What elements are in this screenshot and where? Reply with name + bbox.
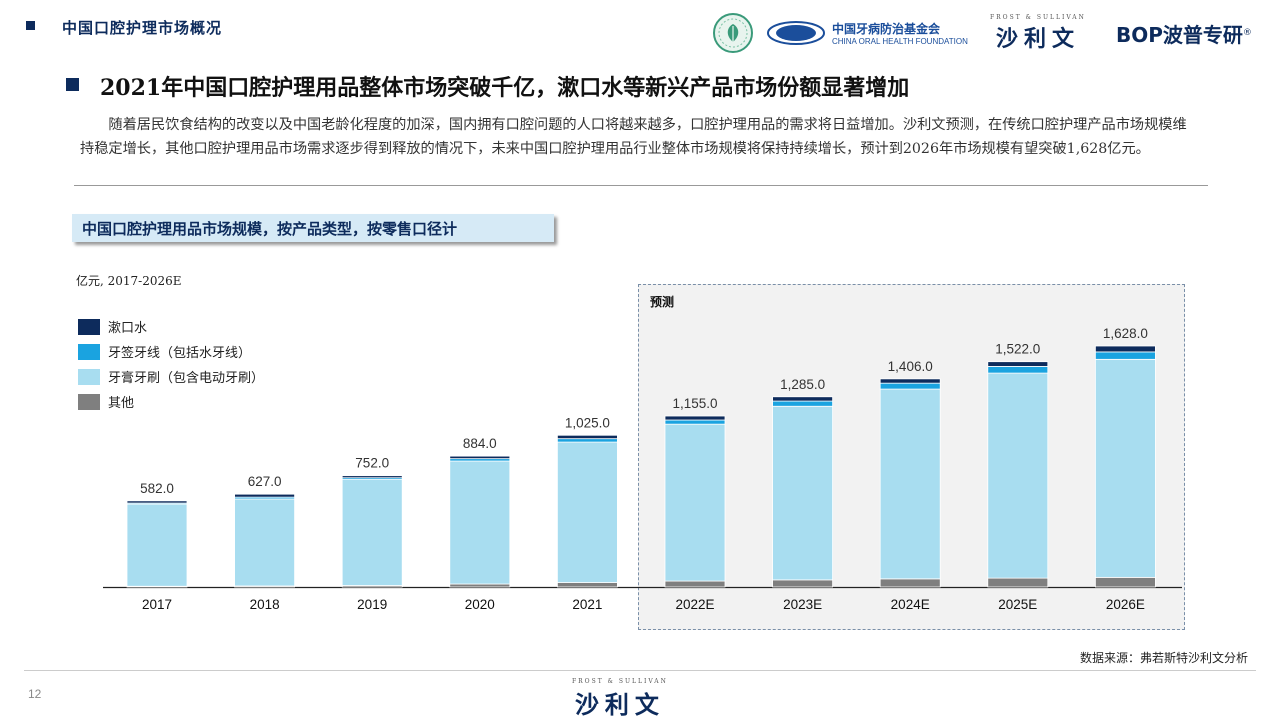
x-tick-label: 2025E [998,597,1037,612]
x-tick-label: 2019 [357,597,387,612]
chart-title: 中国口腔护理用品市场规模，按产品类型，按零售口径计 [82,220,458,238]
bop-registered-mark: ® [1242,28,1252,38]
bar-segment [1095,345,1156,353]
legend-swatch [78,318,100,335]
x-tick-label: 2026E [1106,597,1145,612]
bop-logo-text: BOP波普专研 [1116,22,1243,47]
bar-segment [664,423,726,582]
bar-segment [557,582,618,588]
x-tick-label: 2021 [572,597,602,612]
footer-fs-logo: FROST & SULLIVAN 沙利文 [572,678,668,720]
x-tick-label: 2018 [250,597,280,612]
footer-divider [24,670,1256,671]
bar-segment [664,419,726,425]
bar-segment [234,493,296,498]
bar-segment [664,580,726,588]
bar-segment [772,396,833,402]
chart-title-tag: 中国口腔护理用品市场规模，按产品类型，按零售口径计 [72,214,554,242]
legend-item: 牙膏牙刷（包含电动牙刷） [78,364,264,389]
page-number: 12 [28,687,42,701]
bar-segment [557,434,618,440]
bar-segment [1095,351,1156,360]
cohf-logo: 中国牙病防治基金会 CHINA ORAL HEALTH FOUNDATION [766,10,968,56]
forecast-label: 预测 [650,295,675,309]
frost-sullivan-logo: FROST & SULLIVAN 沙利文 [990,10,1086,56]
bar-segment [557,438,618,443]
footer-fs-logo-big: 沙利文 [574,691,665,719]
bar-segment [772,579,833,588]
legend-item: 牙签牙线（包括水牙线） [78,339,264,364]
cohf-name-cn: 中国牙病防治基金会 [832,22,941,36]
bar-segment [449,460,511,585]
bar-segment [449,455,511,460]
summary-paragraph: 随着居民饮食结构的改变以及中国老龄化程度的加深，国内拥有口腔问题的人口将越来越多… [80,117,1187,157]
divider [74,185,1208,186]
bar-total-label: 884.0 [463,436,497,451]
x-tick-label: 2024E [891,597,930,612]
bar-segment [879,382,941,390]
legend-item: 其他 [78,389,264,414]
cohf-name-en: CHINA ORAL HEALTH FOUNDATION [832,37,968,46]
bar-segment [772,405,833,581]
fs-logo-small: FROST & SULLIVAN [990,13,1086,21]
bar-segment [234,498,296,587]
legend-label: 其他 [108,396,135,411]
x-tick-label: 2017 [142,597,172,612]
bar-segment [772,400,833,407]
main-title: 2021年中国口腔护理用品整体市场突破千亿，漱口水等新兴产品市场份额显著增加 [100,75,910,101]
bar-total-label: 1,285.0 [780,377,825,392]
bar-segment [341,475,403,479]
bar-segment [1095,576,1156,588]
x-tick-label: 2022E [675,597,714,612]
bar-segment [987,372,1049,579]
section-square-icon [26,21,35,30]
fs-logo-big: 沙利文 [995,26,1080,52]
legend-label: 牙签牙线（包括水牙线） [108,346,252,361]
source-note: 数据来源：弗若斯特沙利文分析 [1079,651,1248,665]
bar-total-label: 1,025.0 [565,415,610,430]
legend-swatch [78,368,100,385]
bar-total-label: 627.0 [248,474,282,489]
chart-legend: 漱口水牙签牙线（包括水牙线） 牙膏牙刷（包含电动牙刷） 其他 [78,314,264,414]
legend-label: 漱口水 [108,321,148,336]
legend-swatch [78,343,100,360]
bar-segment [126,500,188,504]
title-square-icon [66,78,79,91]
bar-total-label: 752.0 [355,456,389,471]
legend-swatch [78,393,100,410]
legend-label: 牙膏牙刷（包含电动牙刷） [108,371,265,386]
association-logo [712,10,754,56]
bar-segment [987,361,1049,367]
bar-segment [449,583,511,588]
legend-item: 漱口水 [78,314,264,339]
bar-segment [879,378,941,384]
bar-segment [664,415,726,421]
bar-total-label: 1,628.0 [1103,326,1148,341]
x-tick-label: 2020 [465,597,495,612]
bar-total-label: 582.0 [140,481,174,496]
section-title: 中国口腔护理市场概况 [62,19,223,37]
bar-segment [987,366,1049,374]
bar-segment [1095,358,1156,578]
bar-total-label: 1,522.0 [995,342,1040,357]
bar-segment [879,578,941,588]
bar-segment [341,479,403,586]
bar-segment [879,388,941,580]
bar-segment [126,503,188,587]
x-tick-label: 2023E [783,597,822,612]
cohf-oval-icon [767,21,825,45]
leaf-emblem-icon [713,13,753,53]
footer-fs-logo-small: FROST & SULLIVAN [572,678,668,685]
unit-label: 亿元, 2017-2026E [76,274,182,288]
bar-total-label: 1,155.0 [672,396,717,411]
bar-segment [557,441,618,583]
bar-total-label: 1,406.0 [888,359,933,374]
bar-segment [987,577,1049,588]
bop-logo: BOP波普专研 ® [1116,10,1252,56]
